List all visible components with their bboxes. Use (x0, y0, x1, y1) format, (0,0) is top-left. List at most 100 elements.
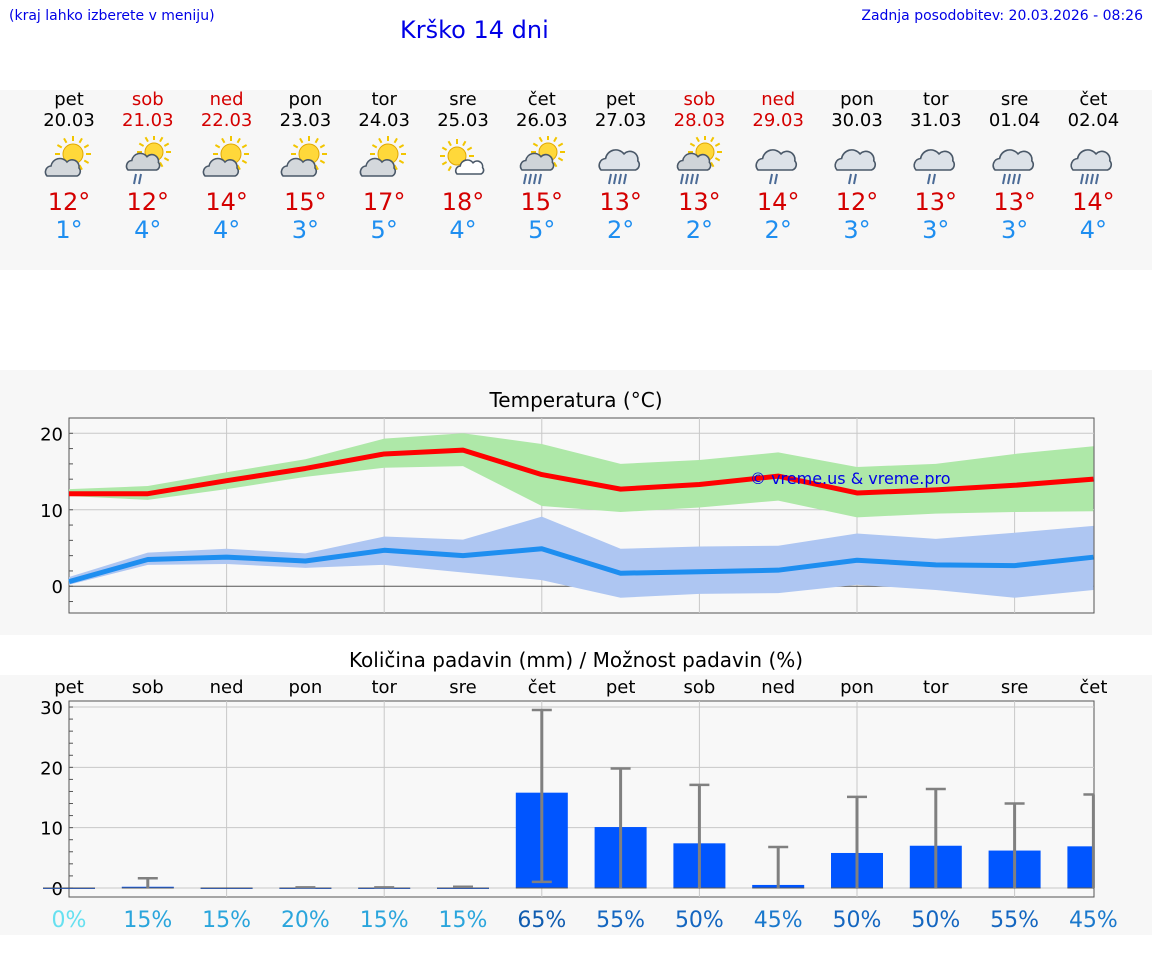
x-category-label: sre (449, 677, 476, 698)
precip-probability: 50% (833, 908, 882, 933)
precip-probability: 15% (360, 908, 409, 933)
day-name: čet (527, 89, 556, 110)
forecast-day: ned 29.03 14° 2° (738, 89, 818, 245)
temp-max: 14° (205, 188, 248, 216)
day-date: 24.03 (358, 110, 410, 131)
temp-min: 4° (212, 216, 241, 244)
precip-probability: 15% (123, 908, 172, 933)
day-date: 01.04 (988, 110, 1041, 131)
temp-max: 15° (284, 188, 327, 216)
precip-probability: 45% (1069, 908, 1118, 933)
temp-min: 3° (291, 216, 320, 244)
y-tick-label: 20 (40, 424, 63, 445)
temp-max: 15° (520, 188, 564, 216)
y-tick-label: 0 (52, 577, 63, 598)
partly-cloudy-sun-icon (281, 136, 328, 177)
cloud-rain-icon (1070, 149, 1113, 185)
y-tick-label: 10 (40, 501, 63, 522)
temp-min: 2° (685, 216, 714, 244)
temp-max: 12° (47, 188, 91, 216)
day-date: 30.03 (831, 110, 883, 131)
x-category-label: ned (761, 677, 795, 698)
max-temp-line (69, 447, 1094, 497)
day-name: ned (761, 89, 796, 110)
precip-bar (200, 887, 253, 889)
x-category-label: čet (1079, 677, 1107, 698)
x-category-label: ned (210, 677, 244, 698)
min-temp-range-band (69, 516, 1094, 598)
precip-probability: 45% (754, 908, 803, 933)
day-date: 27.03 (594, 110, 647, 131)
precip-probability: 55% (990, 908, 1039, 933)
temp-max: 14° (756, 188, 800, 216)
x-category-label: pet (606, 677, 636, 698)
max-temp-range-band (69, 433, 1094, 518)
temp-min: 5° (370, 216, 398, 244)
x-category-label: tor (923, 677, 949, 698)
day-name: pon (840, 89, 874, 110)
forecast-day: tor 31.03 13° 3° (896, 89, 976, 245)
day-name: tor (923, 89, 949, 110)
temp-min: 3° (922, 216, 950, 244)
precip-probability: 15% (202, 908, 251, 933)
watermark: © vreme.us & vreme.pro (750, 469, 951, 488)
x-category-label: tor (371, 677, 397, 698)
temp-max: 12° (835, 188, 879, 216)
cloud-light-rain-icon (755, 149, 798, 185)
precip-probability: 15% (439, 908, 488, 933)
forecast-day: sre 25.03 18° 4° (423, 89, 503, 245)
partly-cloudy-sun-icon (44, 136, 91, 177)
location-menu-hint: (kraj lahko izberete v meniju) (9, 8, 215, 24)
day-name: ned (209, 89, 244, 110)
day-name: sob (683, 89, 716, 110)
day-name: čet (1079, 89, 1108, 110)
sun-cloud-rain-icon (519, 136, 565, 185)
day-date: 21.03 (122, 110, 174, 131)
temp-min: 4° (449, 216, 477, 244)
temp-max: 13° (599, 188, 642, 216)
forecast-day: pet 20.03 12° 1° (29, 90, 109, 245)
temp-min: 3° (843, 216, 871, 244)
day-date: 25.03 (437, 110, 489, 131)
temp-max: 13° (914, 188, 958, 216)
forecast-day: sob 21.03 12° 4° (108, 90, 188, 245)
day-name: sre (449, 89, 477, 110)
x-category-label: pon (840, 677, 874, 698)
mostly-sunny-icon (440, 139, 485, 175)
x-category-label: pon (288, 677, 322, 698)
forecast-day: pet 27.03 13° 2° (581, 89, 661, 245)
day-date: 20.03 (43, 110, 95, 131)
temp-max: 13° (678, 188, 721, 216)
day-date: 26.03 (516, 110, 568, 131)
forecast-panel (0, 90, 1152, 270)
forecast-strip: pet 20.03 12° 1° sob 21.03 12° 4° ned 22.03 14° 4° p… (0, 90, 1152, 270)
precip-probability: 65% (517, 908, 566, 933)
cloud-light-rain-icon (834, 149, 877, 185)
temp-min: 1° (55, 216, 83, 244)
cloud-rain-icon (992, 149, 1034, 185)
temperature-chart: 0 10 20 © vreme.us & vreme.pro (40, 417, 1095, 614)
forecast-day: pon 23.03 15° 3° (265, 89, 345, 245)
forecast-day: pon 30.03 12° 3° (817, 89, 897, 245)
partly-cloudy-sun-icon (202, 136, 249, 177)
precip-probability: 55% (596, 908, 645, 933)
x-category-label: sob (683, 677, 715, 698)
y-tick-label: 30 (40, 698, 63, 719)
day-name: pon (288, 89, 323, 110)
forecast-day: čet 26.03 15° 5° (502, 89, 582, 245)
temp-min: 3° (1000, 216, 1029, 244)
temp-min: 5° (528, 216, 556, 244)
precip-probability: 20% (281, 908, 330, 933)
precip-bar (437, 887, 489, 889)
forecast-day: sre 01.04 13° 3° (975, 90, 1055, 245)
temperature-chart-title: Temperatura (°C) (489, 388, 663, 412)
forecast-day: ned 22.03 14° 4° (187, 89, 267, 245)
day-name: pet (605, 89, 636, 110)
temp-max: 13° (993, 188, 1036, 216)
day-date: 28.03 (673, 110, 726, 131)
temp-max: 17° (362, 188, 406, 216)
min-temp-line (68, 546, 1094, 585)
day-name: tor (371, 89, 397, 110)
temp-max: 18° (441, 188, 485, 216)
temp-min: 2° (764, 216, 792, 244)
